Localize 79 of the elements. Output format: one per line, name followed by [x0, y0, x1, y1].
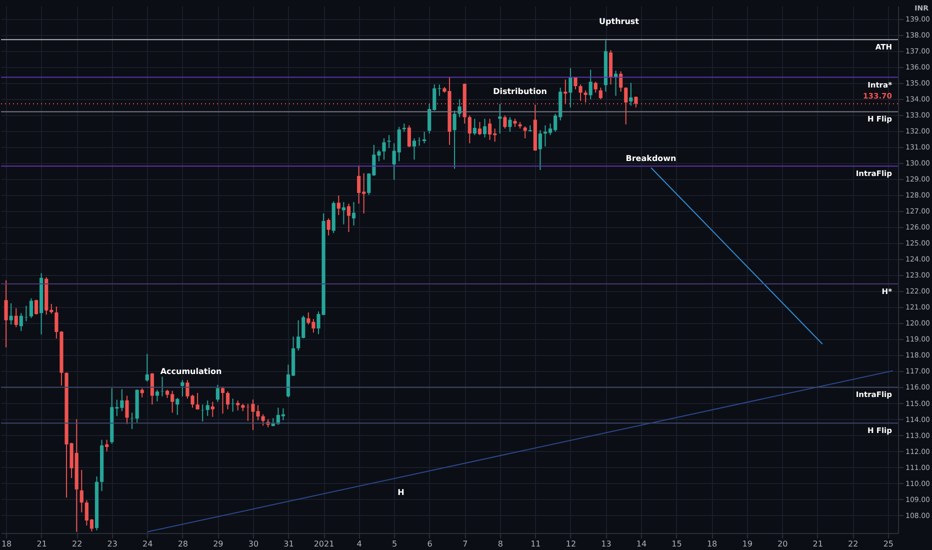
candlestick: [574, 76, 578, 90]
x-tick-label: 30: [248, 540, 259, 548]
candlestick: [538, 130, 542, 171]
x-tick-label: 31: [284, 540, 294, 548]
candlestick: [629, 82, 633, 106]
x-tick-label: 15: [672, 540, 682, 548]
candlestick: [382, 138, 386, 160]
annotation: Upthrust: [599, 17, 640, 26]
candlestick: [588, 69, 592, 100]
candlestick: [598, 87, 602, 100]
x-tick-label: 29: [213, 540, 224, 548]
x-tick-label: 6: [427, 540, 432, 548]
candlestick: [452, 110, 456, 170]
candlestick: [468, 115, 472, 144]
candlestick: [220, 386, 225, 414]
candlestick: [478, 121, 482, 136]
annotation: H: [398, 488, 404, 497]
candlestick: [568, 68, 572, 108]
x-tick-label: 21: [812, 540, 823, 548]
candlestick: [482, 118, 487, 138]
candlestick: [412, 138, 416, 160]
candlestick: [150, 372, 154, 406]
x-tick-label: 21: [36, 540, 47, 548]
x-tick-label: 18: [706, 540, 718, 548]
x-tick-label: 5: [392, 540, 398, 548]
x-tick-label: 24: [142, 540, 153, 548]
candlestick: [578, 84, 582, 102]
x-tick-label: 4: [356, 540, 362, 548]
x-tick-label: 25: [883, 540, 894, 548]
candlestick: [29, 298, 34, 319]
candlestick: [180, 380, 184, 397]
x-tick-label: 19: [742, 540, 752, 548]
x-tick-label: 23: [107, 540, 118, 548]
candlestick: [523, 126, 527, 139]
candlestick: [387, 134, 391, 149]
candlestick: [498, 104, 502, 134]
candlestick: [226, 390, 230, 410]
annotation: Distribution: [493, 87, 548, 96]
candlestick: [4, 280, 8, 348]
annotation: Accumulation: [160, 367, 222, 376]
x-tick-label: 11: [530, 540, 541, 548]
x-tick-label: 13: [601, 540, 612, 548]
candlestick: [14, 308, 18, 328]
candlestick: [326, 218, 330, 236]
candlestick: [196, 392, 200, 410]
candlestick: [336, 194, 340, 216]
x-tick-label: 18: [1, 540, 12, 548]
candlestick: [422, 131, 426, 144]
candlestick: [503, 115, 507, 130]
candlestick: [145, 353, 149, 382]
candlestick: [346, 203, 351, 233]
candlestick: [176, 397, 180, 416]
candlestick: [105, 439, 109, 452]
x-tick-label: 14: [636, 540, 647, 548]
candlestick: [352, 202, 356, 226]
candlestick: [508, 116, 512, 132]
candlestick: [125, 395, 129, 425]
x-tick-label: 28: [178, 540, 188, 548]
candlestick: [160, 376, 164, 397]
candlestick: [200, 404, 204, 422]
x-tick-label: 8: [498, 540, 503, 548]
candlestick: [80, 469, 84, 513]
x-tick-label: 7: [462, 540, 468, 548]
x-tick-label: 20: [778, 540, 788, 548]
candlestick: [594, 81, 598, 94]
candlestick: [34, 299, 38, 316]
candlestick: [231, 398, 235, 412]
annotation: Breakdown: [626, 154, 677, 163]
candlestick: [472, 118, 476, 136]
candlestick: [407, 124, 411, 148]
x-tick-label: 22: [72, 540, 82, 548]
x-tick-label: 22: [848, 540, 858, 548]
x-tick-label: 12: [566, 540, 576, 548]
candlestick: [9, 302, 13, 326]
x-tick-label: 2021: [314, 540, 334, 548]
candlestick: [206, 400, 210, 416]
candlestick: [155, 389, 160, 402]
candlestick: [210, 401, 214, 418]
candlestick: [216, 384, 220, 402]
